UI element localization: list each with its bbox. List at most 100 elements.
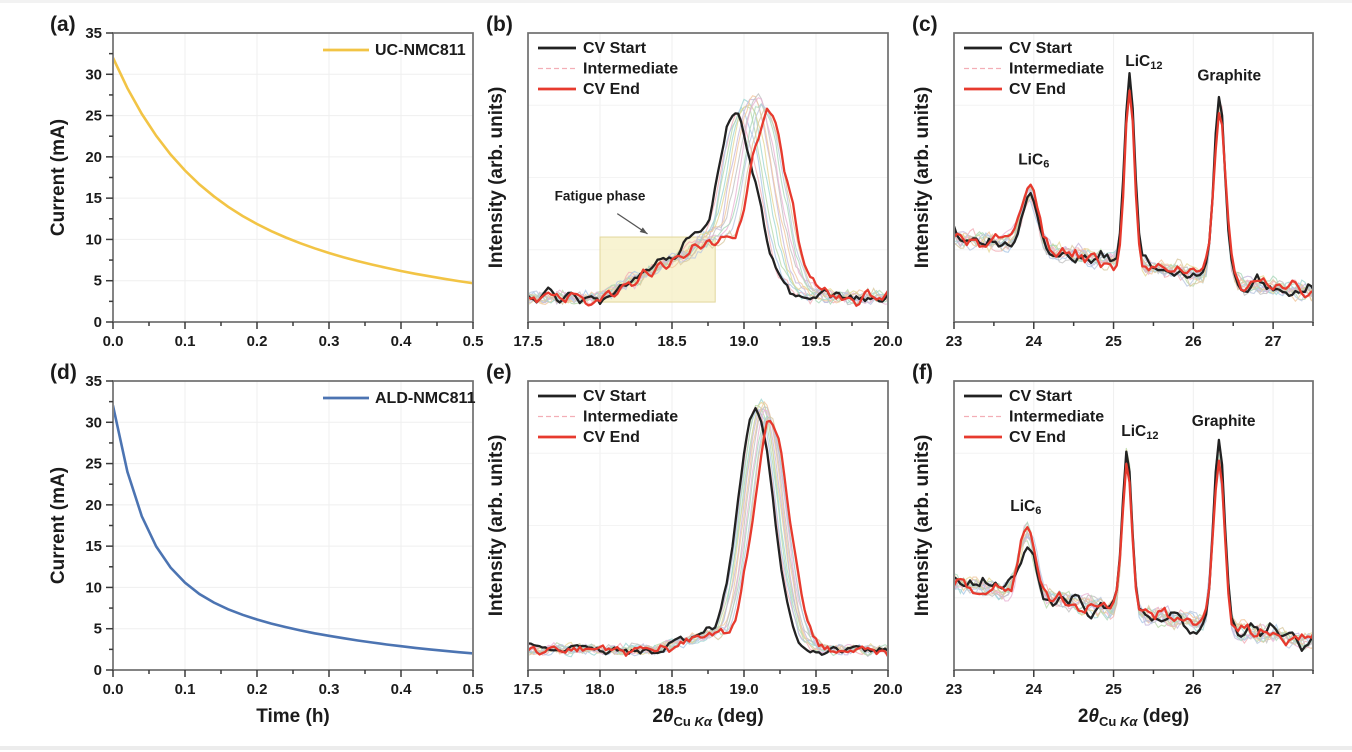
axis-ticks <box>106 380 474 677</box>
legend: CV Start Intermediate CV End <box>538 40 678 98</box>
legend-label: CV Start <box>583 40 647 57</box>
x-tick-label: 19.5 <box>801 681 830 698</box>
x-axis-label: 2θCu Kα (deg) <box>652 706 763 729</box>
axis-ticks <box>106 32 474 329</box>
peak-label: Graphite <box>1197 68 1261 85</box>
panel-b: 17.5 18.0 18.5 19.0 19.5 20.0 Intensity (arb. … <box>486 13 903 350</box>
x-tick-label: 25 <box>1105 681 1122 698</box>
panel-a: 0.0 0.1 0.2 0.3 0.4 0.5 0 5 10 15 20 25 30 35 Current … <box>48 13 483 350</box>
x-tick-label: 0.4 <box>391 681 413 698</box>
legend-label: CV End <box>583 429 640 446</box>
gridlines <box>954 381 1313 670</box>
x-tick-label: 0.1 <box>175 681 196 698</box>
panel-letter: (a) <box>50 13 76 36</box>
legend: CV Start Intermediate CV End <box>964 388 1104 446</box>
legend-label: Intermediate <box>1009 61 1104 78</box>
legend-label: UC-NMC811 <box>375 42 466 59</box>
x-tick-label: 25 <box>1105 333 1122 350</box>
legend-label: ALD-NMC811 <box>375 390 476 407</box>
y-tick-label: 10 <box>85 231 102 248</box>
x-tick-label: 0.0 <box>103 681 124 698</box>
x-tick-label: 0.5 <box>463 333 484 350</box>
legend-label: CV Start <box>1009 388 1073 405</box>
curve-intermediate <box>529 113 887 306</box>
y-tick-label: 5 <box>94 621 102 638</box>
curve-ald-nmc811 <box>114 404 472 655</box>
peak-label: LiC6 <box>1018 151 1049 170</box>
plot-spines <box>953 32 1314 323</box>
panel-c: 23 24 25 26 27 Intensity (arb. units) CV Start… <box>912 13 1314 350</box>
panel-f: 23 24 25 26 27 Intensity (arb. units) 2θCu Kα … <box>912 361 1314 729</box>
legend-label: CV End <box>583 81 640 98</box>
curves <box>529 398 887 658</box>
x-tick-label: 0.1 <box>175 333 196 350</box>
x-tick-label: 26 <box>1185 333 1202 350</box>
panel-letter: (c) <box>912 13 938 36</box>
x-tick-label: 18.5 <box>657 681 686 698</box>
legend: CV Start Intermediate CV End <box>538 388 678 446</box>
curves <box>955 71 1312 303</box>
y-tick-label: 15 <box>85 190 102 207</box>
y-tick-label: 10 <box>85 579 102 596</box>
axis-ticks <box>953 322 1314 329</box>
x-tick-label: 26 <box>1185 681 1202 698</box>
x-tick-label: 17.5 <box>513 681 542 698</box>
panel-letter: (d) <box>50 361 77 384</box>
curve-cv-start <box>529 407 887 656</box>
y-axis-label: Current (mA) <box>48 119 69 236</box>
fatigue-annotation-arrowhead <box>639 227 648 234</box>
x-tick-label: 18.0 <box>585 681 614 698</box>
x-tick-label: 19.5 <box>801 333 830 350</box>
x-tick-label: 0.4 <box>391 333 413 350</box>
peak-label: Graphite <box>1192 413 1256 430</box>
x-tick-label: 17.5 <box>513 333 542 350</box>
x-tick-label: 18.0 <box>585 333 614 350</box>
legend: UC-NMC811 <box>323 42 466 59</box>
legend-label: Intermediate <box>583 409 678 426</box>
x-tick-label: 0.3 <box>319 681 340 698</box>
x-tick-label: 0.3 <box>319 333 340 350</box>
legend-label: Intermediate <box>1009 409 1104 426</box>
curves <box>114 56 472 285</box>
x-axis-label: 2θCu Kα (deg) <box>1078 706 1189 729</box>
x-tick-label: 23 <box>946 333 963 350</box>
y-tick-label: 15 <box>85 538 102 555</box>
y-tick-label: 25 <box>85 456 102 473</box>
curve-cv-end <box>529 107 887 307</box>
panel-d: 0.0 0.1 0.2 0.3 0.4 0.5 0 5 10 15 20 25 30 35 Current … <box>48 361 483 727</box>
y-axis-label: Intensity (arb. units) <box>486 435 507 617</box>
fatigue-annotation-text: Fatigue phase <box>555 189 646 204</box>
curves <box>529 92 887 308</box>
peak-label: LiC12 <box>1125 53 1162 72</box>
axis-ticks <box>527 670 889 677</box>
panel-letter: (e) <box>486 361 512 384</box>
curve-cv-end <box>955 459 1312 647</box>
x-tick-label: 27 <box>1265 333 1282 350</box>
x-tick-label: 19.0 <box>729 333 758 350</box>
panel-letter: (f) <box>912 361 933 384</box>
x-tick-label: 18.5 <box>657 333 686 350</box>
x-axis-label: Time (h) <box>256 706 330 727</box>
x-tick-label: 0.2 <box>247 333 268 350</box>
legend-label: Intermediate <box>583 61 678 78</box>
curve-cv-end <box>955 89 1312 299</box>
y-tick-label: 30 <box>85 66 102 83</box>
x-tick-label: 23 <box>946 681 963 698</box>
axis-ticks <box>527 322 889 329</box>
gridlines <box>113 381 473 670</box>
panel-e: 17.5 18.0 18.5 19.0 19.5 20.0 Intensity (arb. … <box>486 361 903 729</box>
legend-label: CV Start <box>583 388 647 405</box>
y-axis-label: Intensity (arb. units) <box>912 435 933 617</box>
y-tick-label: 20 <box>85 497 102 514</box>
curve-uc-nmc811 <box>114 56 472 285</box>
y-tick-label: 25 <box>85 108 102 125</box>
curves <box>955 438 1312 652</box>
peak-label: LiC6 <box>1010 498 1041 517</box>
legend: ALD-NMC811 <box>323 390 476 407</box>
x-tick-label: 24 <box>1025 333 1042 350</box>
panel-letter: (b) <box>486 13 513 36</box>
top-strip <box>0 0 1352 3</box>
x-tick-label: 0.2 <box>247 681 268 698</box>
axis-ticks <box>953 670 1314 677</box>
